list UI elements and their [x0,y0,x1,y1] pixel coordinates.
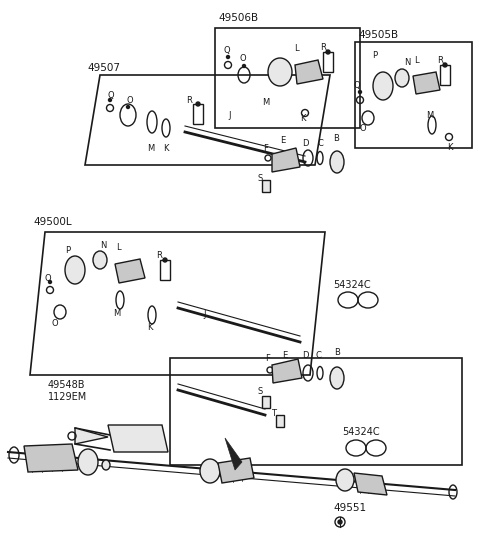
Text: L: L [116,243,120,251]
Polygon shape [108,425,168,452]
Ellipse shape [93,251,107,269]
Polygon shape [218,458,254,483]
Text: O: O [360,123,367,132]
Circle shape [242,65,245,67]
Text: B: B [333,134,339,142]
Text: 49551: 49551 [333,503,366,513]
Polygon shape [272,148,300,172]
Text: O: O [240,54,247,62]
Text: L: L [294,43,299,53]
Ellipse shape [330,151,344,173]
Circle shape [48,281,51,283]
Text: R: R [437,55,443,65]
Bar [276,415,284,427]
Circle shape [326,50,330,54]
Text: 54324C: 54324C [333,280,371,290]
Text: F: F [263,143,268,153]
Text: Q: Q [354,80,360,90]
Circle shape [127,105,130,109]
Bar [262,396,270,408]
Text: L: L [414,55,419,65]
Polygon shape [295,60,323,84]
Text: K: K [163,143,168,153]
Ellipse shape [78,449,98,475]
Text: 1129EM: 1129EM [48,392,87,402]
Text: S: S [257,388,262,396]
Ellipse shape [395,69,409,87]
Circle shape [359,91,361,93]
Text: 54324C: 54324C [342,427,380,437]
Text: D: D [302,138,309,148]
Text: E: E [282,350,287,359]
Polygon shape [272,359,302,383]
Polygon shape [115,259,145,283]
Circle shape [443,63,447,67]
Text: 49506B: 49506B [218,13,258,23]
Text: C: C [318,138,324,148]
Polygon shape [354,473,387,495]
Polygon shape [24,444,78,472]
Ellipse shape [102,460,110,470]
Text: 49548B: 49548B [48,380,85,390]
Polygon shape [225,438,242,470]
Text: R: R [186,96,192,104]
Ellipse shape [336,469,354,491]
Text: C: C [316,350,322,359]
Text: N: N [404,58,410,66]
Text: D: D [302,350,309,359]
Bar [160,260,170,280]
Text: J: J [228,110,230,119]
Text: 49500L: 49500L [33,217,72,227]
Text: S: S [258,174,263,182]
Ellipse shape [373,72,393,100]
Polygon shape [413,72,440,94]
Text: J: J [203,310,205,319]
Text: B: B [334,348,340,357]
Text: T: T [271,408,276,418]
Polygon shape [75,428,108,444]
Circle shape [338,520,342,524]
Text: N: N [100,241,107,249]
Circle shape [196,102,200,106]
Text: K: K [447,142,453,151]
Text: E: E [280,136,285,144]
Text: O: O [51,319,58,327]
Circle shape [227,55,229,59]
Ellipse shape [65,256,85,284]
Bar [323,52,333,72]
Text: 49507: 49507 [87,63,120,73]
Text: F: F [265,353,270,363]
Bar [193,104,203,124]
Ellipse shape [200,459,220,483]
Circle shape [163,258,167,262]
Text: R: R [156,250,162,260]
Ellipse shape [330,367,344,389]
Text: M: M [147,143,154,153]
Text: P: P [372,50,377,60]
Text: K: K [147,323,153,331]
Text: K: K [300,113,305,123]
Circle shape [108,98,111,102]
Text: M: M [262,98,269,106]
Ellipse shape [268,58,292,86]
Text: Q: Q [44,274,50,282]
Text: P: P [65,245,70,255]
Text: Q: Q [224,46,230,54]
Bar [440,65,450,85]
Text: R: R [320,42,326,52]
Text: O: O [126,96,132,104]
Text: Q: Q [107,91,114,99]
Text: M: M [426,110,433,119]
Bar [262,180,270,192]
Text: M: M [113,308,120,318]
Text: 49505B: 49505B [358,30,398,40]
